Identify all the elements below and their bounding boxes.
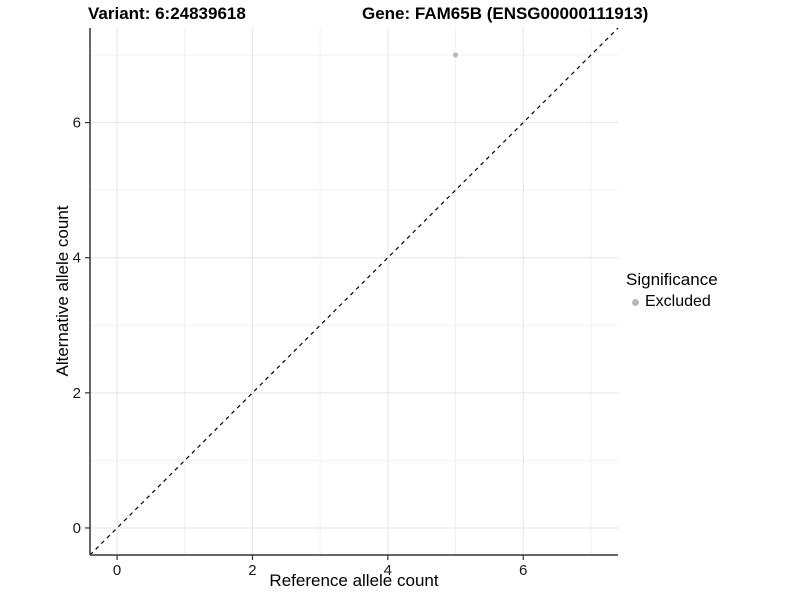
identity-reference-line [89, 27, 619, 556]
x-axis-title: Reference allele count [269, 571, 439, 590]
legend-title: Significance [626, 270, 718, 289]
y-tick-label: 6 [73, 115, 81, 132]
legend-entry-label: Excluded [645, 293, 711, 310]
legend-entry-excluded: Excluded [632, 293, 718, 311]
y-tick-label: 0 [73, 520, 81, 537]
plot-title-variant: Variant: 6:24839618 [88, 4, 246, 23]
x-tick-label: 2 [248, 562, 256, 579]
legend: Significance Excluded [626, 270, 718, 311]
y-tick-label: 4 [73, 250, 81, 267]
y-tick-label: 2 [73, 385, 81, 402]
y-axis-title: Alternative allele count [53, 205, 72, 377]
data-point [452, 52, 459, 58]
x-tick-label: 6 [519, 562, 527, 579]
x-tick-label: 4 [384, 562, 392, 579]
x-tick-label: 0 [113, 562, 121, 579]
plot-title-gene: Gene: FAM65B (ENSG00000111913) [362, 4, 649, 23]
legend-point-swatch [632, 298, 639, 306]
